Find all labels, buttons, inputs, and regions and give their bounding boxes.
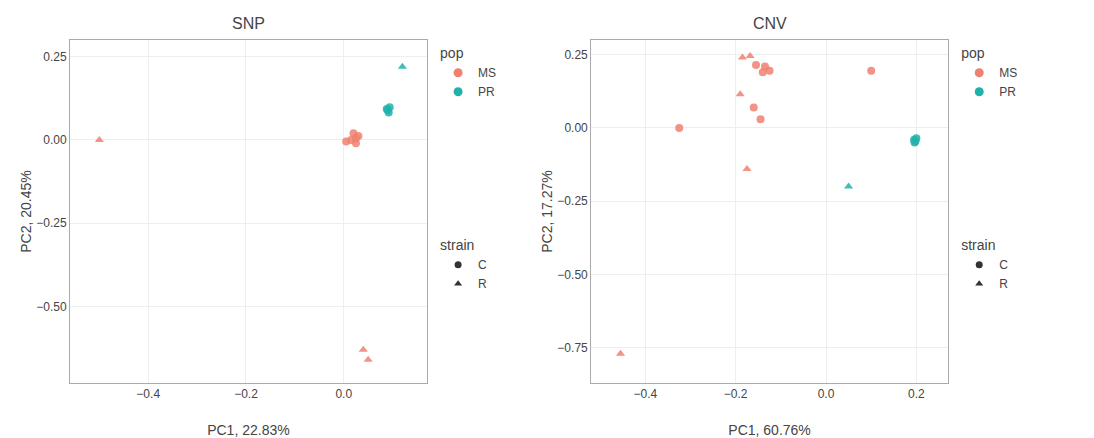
svg-text:−0.25: −0.25 xyxy=(36,216,67,230)
svg-text:C: C xyxy=(478,258,487,272)
svg-text:PR: PR xyxy=(999,85,1016,99)
svg-text:strain: strain xyxy=(440,237,474,253)
svg-text:−0.25: −0.25 xyxy=(557,194,588,208)
svg-text:−0.4: −0.4 xyxy=(633,387,657,401)
svg-text:pop: pop xyxy=(961,45,985,61)
svg-text:PR: PR xyxy=(478,85,495,99)
svg-text:strain: strain xyxy=(961,237,995,253)
svg-text:−0.2: −0.2 xyxy=(234,387,258,401)
svg-text:pop: pop xyxy=(440,45,464,61)
svg-text:PC1, 22.83%: PC1, 22.83% xyxy=(207,422,290,438)
svg-text:PC1, 60.76%: PC1, 60.76% xyxy=(728,422,811,438)
svg-text:0.2: 0.2 xyxy=(908,387,925,401)
svg-text:−0.75: −0.75 xyxy=(557,341,588,355)
svg-text:SNP: SNP xyxy=(232,15,265,32)
svg-text:PC2, 17.27%: PC2, 17.27% xyxy=(539,170,555,253)
svg-text:PC2, 20.45%: PC2, 20.45% xyxy=(18,170,34,253)
svg-text:0.00: 0.00 xyxy=(43,133,67,147)
svg-text:−0.50: −0.50 xyxy=(36,300,67,314)
svg-text:0.25: 0.25 xyxy=(43,50,67,64)
svg-text:MS: MS xyxy=(999,66,1017,80)
svg-text:0.0: 0.0 xyxy=(335,387,352,401)
svg-text:0.00: 0.00 xyxy=(564,121,588,135)
svg-text:0.25: 0.25 xyxy=(564,48,588,62)
svg-text:MS: MS xyxy=(478,66,496,80)
svg-text:−0.4: −0.4 xyxy=(136,387,160,401)
svg-text:C: C xyxy=(999,258,1008,272)
svg-text:CNV: CNV xyxy=(753,15,787,32)
svg-text:R: R xyxy=(478,277,487,291)
svg-text:−0.2: −0.2 xyxy=(724,387,748,401)
svg-text:R: R xyxy=(999,277,1008,291)
svg-text:0.0: 0.0 xyxy=(818,387,835,401)
svg-text:−0.50: −0.50 xyxy=(557,268,588,282)
